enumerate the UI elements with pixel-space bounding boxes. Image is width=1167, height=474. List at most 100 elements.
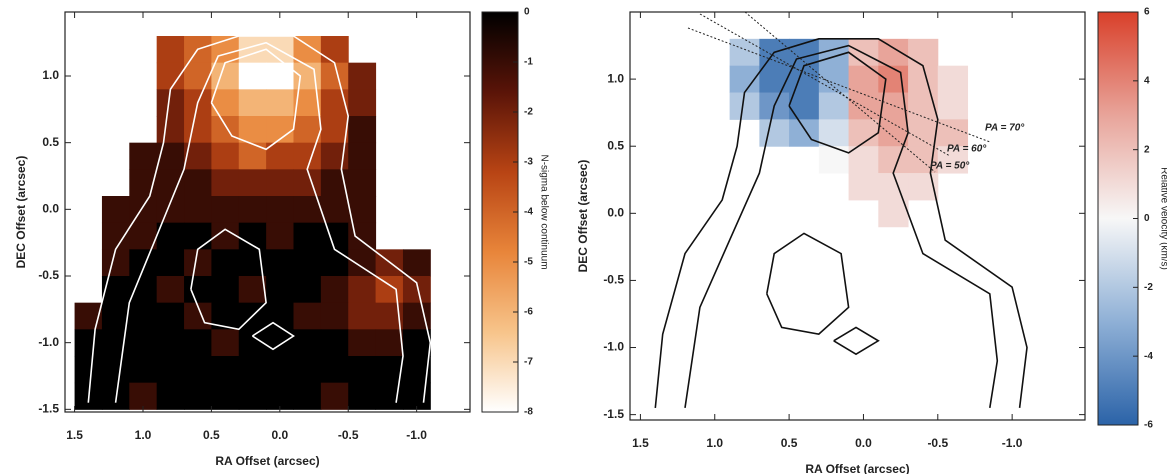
heatmap-cell	[129, 276, 158, 304]
colorbar	[1097, 11, 1139, 426]
colorbar-tick-label: -5	[524, 257, 533, 268]
heatmap-cell	[348, 116, 377, 144]
heatmap-cell	[156, 249, 185, 277]
heatmap-cell	[908, 38, 939, 67]
heatmap-cell	[348, 302, 377, 330]
heatmap-cell	[238, 89, 267, 117]
heatmap-cell	[266, 196, 294, 224]
heatmap-cell	[129, 329, 158, 357]
colorbar-tick-label: -4	[1144, 351, 1153, 362]
heatmap-cell	[129, 249, 158, 277]
heatmap-cell	[348, 356, 377, 384]
colorbar-tick-label: -6	[1144, 420, 1153, 431]
x-tick-label: 0.5	[203, 428, 220, 442]
heatmap-cell	[789, 92, 820, 120]
heatmap-cell	[878, 146, 909, 174]
heatmap-cell	[211, 169, 240, 197]
heatmap	[74, 36, 431, 410]
heatmap-cell	[320, 116, 349, 144]
x-tick-label: -1.0	[1002, 436, 1023, 450]
heatmap-cell	[238, 142, 267, 170]
heatmap-cell	[375, 382, 404, 410]
heatmap-cell	[848, 173, 879, 201]
heatmap-cell	[375, 276, 404, 304]
heatmap-cell	[818, 92, 850, 120]
heatmap-cell	[293, 142, 322, 170]
heatmap-cell	[348, 196, 377, 224]
pa-lines	[687, 11, 991, 173]
heatmap-cell	[74, 329, 103, 357]
contour	[210, 48, 302, 151]
colorbar-tick-label: -6	[524, 307, 533, 318]
heatmap-cell	[156, 329, 185, 357]
heatmap-cell	[320, 62, 349, 90]
contour	[87, 35, 432, 403]
x-tick-label: -1.0	[406, 428, 427, 442]
y-tick-label: -1.5	[603, 407, 624, 421]
contour	[788, 51, 887, 154]
heatmap-cell	[320, 382, 349, 410]
heatmap-cell	[156, 356, 185, 384]
heatmap-cell	[238, 196, 267, 224]
heatmap-cell	[101, 222, 130, 250]
y-tick-label: -0.5	[38, 268, 59, 282]
heatmap-cell	[266, 142, 294, 170]
heatmap-cell	[211, 276, 240, 304]
heatmap-cell	[293, 169, 322, 197]
heatmap-cell	[293, 356, 322, 384]
heatmap-cell	[184, 329, 212, 357]
pa-line	[687, 27, 991, 143]
heatmap-cell	[848, 146, 879, 174]
heatmap-cell	[320, 329, 349, 357]
heatmap-cell	[729, 38, 760, 67]
heatmap-cell	[266, 169, 294, 197]
y-tick-label: -0.5	[603, 273, 624, 287]
x-tick-label: 1.0	[706, 436, 723, 450]
heatmap-cell	[293, 382, 322, 410]
x-axis-label: RA Offset (arcsec)	[805, 462, 909, 474]
heatmap-cell	[908, 119, 939, 147]
colorbar-label: N-sigma below continuum	[538, 154, 549, 269]
heatmap-cell	[156, 276, 185, 304]
contour	[654, 38, 1028, 408]
y-tick-label: -1.5	[38, 402, 59, 416]
heatmap-cell	[320, 356, 349, 384]
pa-line	[744, 11, 936, 173]
annotation: PA = 70°	[985, 123, 1025, 134]
heatmap-cell	[211, 89, 240, 117]
heatmap-cell	[266, 249, 294, 277]
colorbar-tick-label: 0	[1144, 213, 1150, 224]
heatmap-cell	[293, 196, 322, 224]
heatmap-cell	[402, 382, 431, 410]
heatmap-cell	[129, 382, 158, 410]
contour	[766, 232, 850, 335]
colorbar-tick-label: -3	[524, 157, 533, 168]
contour	[190, 228, 267, 331]
heatmap-cell	[266, 89, 294, 117]
heatmap-cell	[238, 116, 267, 144]
heatmap-cell	[238, 356, 267, 384]
heatmap-cell	[184, 169, 212, 197]
heatmap-cell	[908, 65, 939, 94]
heatmap-cell	[293, 36, 322, 64]
x-tick-label: 1.5	[632, 436, 649, 450]
heatmap-cell	[348, 62, 377, 90]
heatmap-cell	[156, 142, 185, 170]
plot-frame	[629, 11, 1086, 421]
colorbar	[481, 11, 519, 413]
heatmap-cell	[878, 38, 909, 67]
heatmap-cell	[184, 356, 212, 384]
y-axis-label: DEC Offset (arcsec)	[14, 156, 28, 269]
heatmap-cell	[878, 173, 909, 201]
heatmap-cell	[320, 196, 349, 224]
colorbar-tick-label: 2	[1144, 144, 1150, 155]
heatmap-cell	[211, 62, 240, 90]
heatmap-cell	[348, 142, 377, 170]
heatmap-cell	[937, 146, 969, 174]
heatmap-cell	[402, 276, 431, 304]
heatmap-cell	[156, 382, 185, 410]
heatmap-cell	[156, 36, 185, 64]
y-tick-label: 0.5	[42, 135, 59, 149]
colorbar-label: Relative velocity (km/s)	[1158, 167, 1167, 270]
heatmap-cell	[211, 329, 240, 357]
